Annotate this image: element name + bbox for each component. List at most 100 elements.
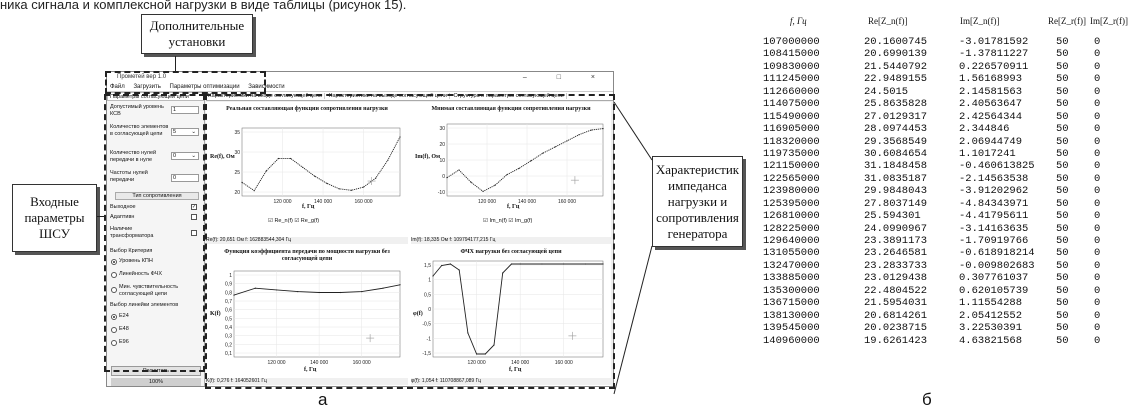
table-cell: 0 xyxy=(1094,235,1101,247)
table-cell: 20.6990139 xyxy=(864,48,928,61)
data-point xyxy=(554,146,556,148)
data-point xyxy=(602,127,604,130)
table-cell: -4.84343971 xyxy=(959,197,1029,210)
callout-characteristics-text: Характеристик импеданса нагрузки и сопро… xyxy=(655,161,740,241)
table-cell: 0 xyxy=(1094,48,1101,61)
adaptive-checkbox[interactable] xyxy=(191,214,197,220)
radio-e48[interactable] xyxy=(111,327,117,333)
table-cell: 50 xyxy=(1056,334,1069,347)
table-cell: 109830000 xyxy=(763,60,820,73)
y-tick-label: 0,7 xyxy=(225,299,232,305)
plot2-xlabel: f, Гц xyxy=(507,204,520,210)
table-cell: -3.14163635 xyxy=(959,222,1029,235)
table-cell: 29.9848043 xyxy=(864,185,928,198)
data-point xyxy=(470,181,472,183)
plot-imag-impedance[interactable]: Мнимая составляющая функции сопротивлени… xyxy=(411,102,611,237)
table-cell: 20.1600745 xyxy=(864,36,928,48)
table-cell: 0.307761037 xyxy=(959,272,1029,285)
plot-phase[interactable]: ФЧХ нагрузки без согласующей цепи φ(f) f… xyxy=(411,245,611,378)
table-cell: 132470000 xyxy=(763,259,820,272)
table-cell: 118320000 xyxy=(763,135,820,148)
data-point xyxy=(484,353,486,355)
radio-e24[interactable] xyxy=(111,314,117,320)
x-tick-label: 120 000 xyxy=(268,360,286,366)
table-cell: 0 xyxy=(1094,185,1101,198)
menu-item-optimization[interactable]: Параметры оптимизации xyxy=(169,84,240,90)
table-cell: 22.4804522 xyxy=(864,284,928,297)
table-cell: -1.37811227 xyxy=(959,48,1029,61)
y-tick-label: 0,5 xyxy=(225,316,232,322)
callout-input-text: Входные параметры ШСУ xyxy=(24,194,85,241)
plot-frame xyxy=(233,270,401,358)
plot3-xlabel: f, Гц xyxy=(304,367,317,373)
menu-item-load[interactable]: Загрузить xyxy=(133,84,161,90)
data-point xyxy=(339,291,342,294)
plot-frame xyxy=(241,127,401,197)
plot4-ylabel: φ(f) xyxy=(413,311,423,317)
menu-item-dependencies[interactable]: Зависимости xyxy=(248,84,285,90)
x-tick-label: 140 000 xyxy=(511,360,529,366)
plot4-xlabel: f, Гц xyxy=(509,367,522,373)
table-cell: 4.63821568 xyxy=(959,334,1023,347)
table-cell: 21.5440792 xyxy=(864,60,928,73)
y-tick-label: 30 xyxy=(439,126,445,132)
table-cell: 31.0835187 xyxy=(864,172,928,185)
radio-min-sensitivity-label: Мин. чувствительность согласующей цепи xyxy=(119,284,179,297)
table-cell: 50 xyxy=(1056,98,1069,111)
resistance-type-button[interactable]: Тип сопротивления xyxy=(115,192,199,200)
plot-real-impedance[interactable]: Реальная составляющая функции сопротивле… xyxy=(206,102,408,237)
radio-phase-linearity-label: Линейность ФЧХ xyxy=(119,271,163,277)
radio-phase-linearity[interactable] xyxy=(111,272,117,278)
elements-select[interactable]: 5 ⌄ xyxy=(171,128,199,136)
data-point xyxy=(541,263,543,265)
data-point xyxy=(314,175,316,177)
plot-power-gain[interactable]: Функция коэффициента передачи по мощност… xyxy=(206,245,408,378)
menu-item-file[interactable]: Файл xyxy=(110,84,125,90)
table-cell: 23.0129438 xyxy=(864,272,928,285)
table-cell: 0 xyxy=(1094,334,1101,347)
figure-label-a: а xyxy=(318,390,328,409)
tab-structure[interactable]: Структура и параметры согласующей цепи xyxy=(451,93,567,99)
table-cell: 20.0238715 xyxy=(864,322,928,335)
radio-kpn[interactable] xyxy=(111,259,117,265)
table-cell: 1.56168993 xyxy=(959,73,1023,86)
table-cell: 123980000 xyxy=(763,185,820,198)
table-cell: 22.9489155 xyxy=(864,73,928,86)
y-tick-label: -1 xyxy=(427,336,432,342)
table-header-re-zr: Re[Z_r(f)] xyxy=(1048,16,1086,26)
data-point xyxy=(277,157,280,160)
plot1-legend[interactable]: ☑ Re_n(f) ☑ Re_g(f) xyxy=(268,218,320,224)
tab-input-characteristics[interactable]: Характеристики на входе согласующей цепи xyxy=(206,93,326,99)
data-point xyxy=(510,263,513,265)
zeros-select[interactable]: 0 ⌄ xyxy=(171,152,199,160)
data-point xyxy=(233,294,235,296)
radio-e96[interactable] xyxy=(111,340,117,346)
data-point xyxy=(566,140,568,142)
table-cell: -1.70919766 xyxy=(959,235,1029,247)
plot2-legend[interactable]: ☑ Im_n(f) ☑ Im_g(f) xyxy=(483,218,533,224)
table-header-re-zn: Re[Z_n(f)] xyxy=(868,16,908,26)
window-controls[interactable]: – □ × xyxy=(522,74,609,81)
radio-min-sensitivity[interactable] xyxy=(111,287,117,293)
radio-e48-label: E48 xyxy=(119,326,129,332)
table-cell: 0 xyxy=(1094,272,1101,285)
table-cell: 19.6261423 xyxy=(864,334,928,347)
freq-input[interactable]: 0 xyxy=(171,174,199,182)
data-point xyxy=(387,159,389,161)
table-cell: 0 xyxy=(1094,60,1101,73)
x-tick-label: 120 000 xyxy=(468,360,486,366)
output-checkbox[interactable]: ✓ xyxy=(191,204,197,210)
y-tick-label: 20 xyxy=(439,142,445,148)
table-cell: 50 xyxy=(1056,259,1069,272)
y-tick-label: 1,5 xyxy=(424,263,431,269)
y-tick-label: -0,5 xyxy=(422,322,431,328)
table-cell: 115490000 xyxy=(763,110,820,123)
plot4-title: ФЧХ нагрузки без согласующей цепи xyxy=(460,249,562,255)
vswr-input[interactable]: 1 xyxy=(171,106,199,114)
chevron-down-icon: ⌄ xyxy=(191,129,196,135)
data-point xyxy=(467,332,469,334)
data-point xyxy=(254,287,256,289)
transformer-checkbox[interactable] xyxy=(191,230,197,236)
y-tick-label: 10 xyxy=(439,158,445,164)
tab-output-characteristics[interactable]: Характеристики на выходе согласующей цеп… xyxy=(326,93,450,99)
